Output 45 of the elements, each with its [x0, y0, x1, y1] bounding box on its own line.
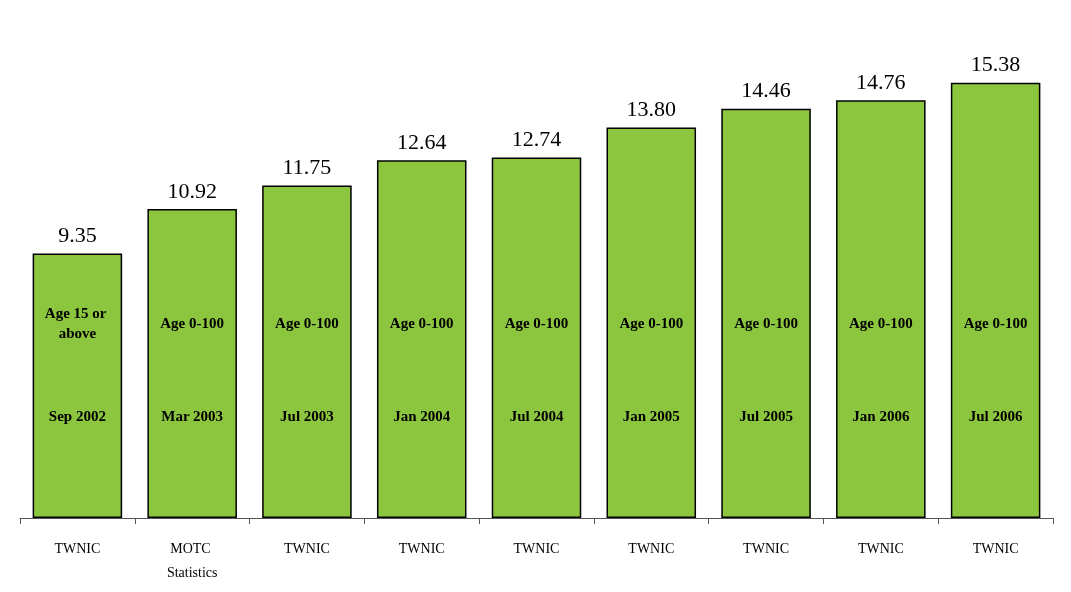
- bar: [606, 127, 697, 518]
- annotation: Age 0-100: [619, 314, 684, 331]
- annotation: Age 0-100: [389, 314, 454, 331]
- bar: [262, 185, 352, 518]
- annotation: Sep 2002: [48, 408, 106, 425]
- annotation: Age 0-100: [160, 314, 225, 331]
- data-label: 9.35: [58, 221, 97, 247]
- annotation: Age 15 or above: [44, 304, 110, 341]
- annotation: Jul 2006: [968, 408, 1023, 425]
- data-label: 15.38: [970, 51, 1021, 77]
- bar: [950, 82, 1041, 518]
- data-label: 11.75: [282, 154, 332, 180]
- x-tick-label: TWNIC: [972, 540, 1019, 556]
- x-tick-label: TWNIC: [284, 540, 330, 556]
- annotation: Jul 2005: [739, 408, 793, 425]
- annotation: Age 0-100: [275, 314, 339, 331]
- annotation: Jan 2006: [852, 408, 910, 425]
- data-label: 14.76: [856, 68, 906, 94]
- x-tick-label: MOTC Statistics: [166, 540, 218, 580]
- data-label: 10.92: [167, 177, 217, 203]
- x-tick-label: TWNIC: [398, 540, 445, 556]
- x-tick-label: TWNIC: [628, 540, 675, 556]
- bar: [147, 209, 237, 518]
- data-label: 12.74: [511, 126, 562, 152]
- bar: [32, 253, 123, 518]
- annotation: Jul 2004: [509, 408, 564, 425]
- data-label: 12.64: [396, 128, 447, 154]
- data-label: 14.46: [741, 77, 791, 103]
- annotation: Jul 2003: [280, 408, 334, 425]
- bar: [491, 157, 582, 518]
- x-tick-label: TWNIC: [857, 540, 904, 556]
- x-tick-label: TWNIC: [513, 540, 560, 556]
- annotation: Jan 2005: [622, 408, 680, 425]
- x-tick-label: TWNIC: [743, 540, 789, 556]
- annotation: Age 0-100: [504, 314, 569, 331]
- bar: [836, 100, 926, 518]
- annotation: Age 0-100: [734, 314, 798, 331]
- x-tick-label: TWNIC: [54, 540, 101, 556]
- bar: [376, 160, 467, 518]
- annotation: Age 0-100: [848, 314, 913, 331]
- annotation: Jan 2004: [393, 408, 451, 425]
- bar: [721, 108, 811, 518]
- annotation: Age 0-100: [963, 314, 1028, 331]
- annotation: Mar 2003: [161, 408, 224, 425]
- data-label: 13.80: [626, 96, 677, 122]
